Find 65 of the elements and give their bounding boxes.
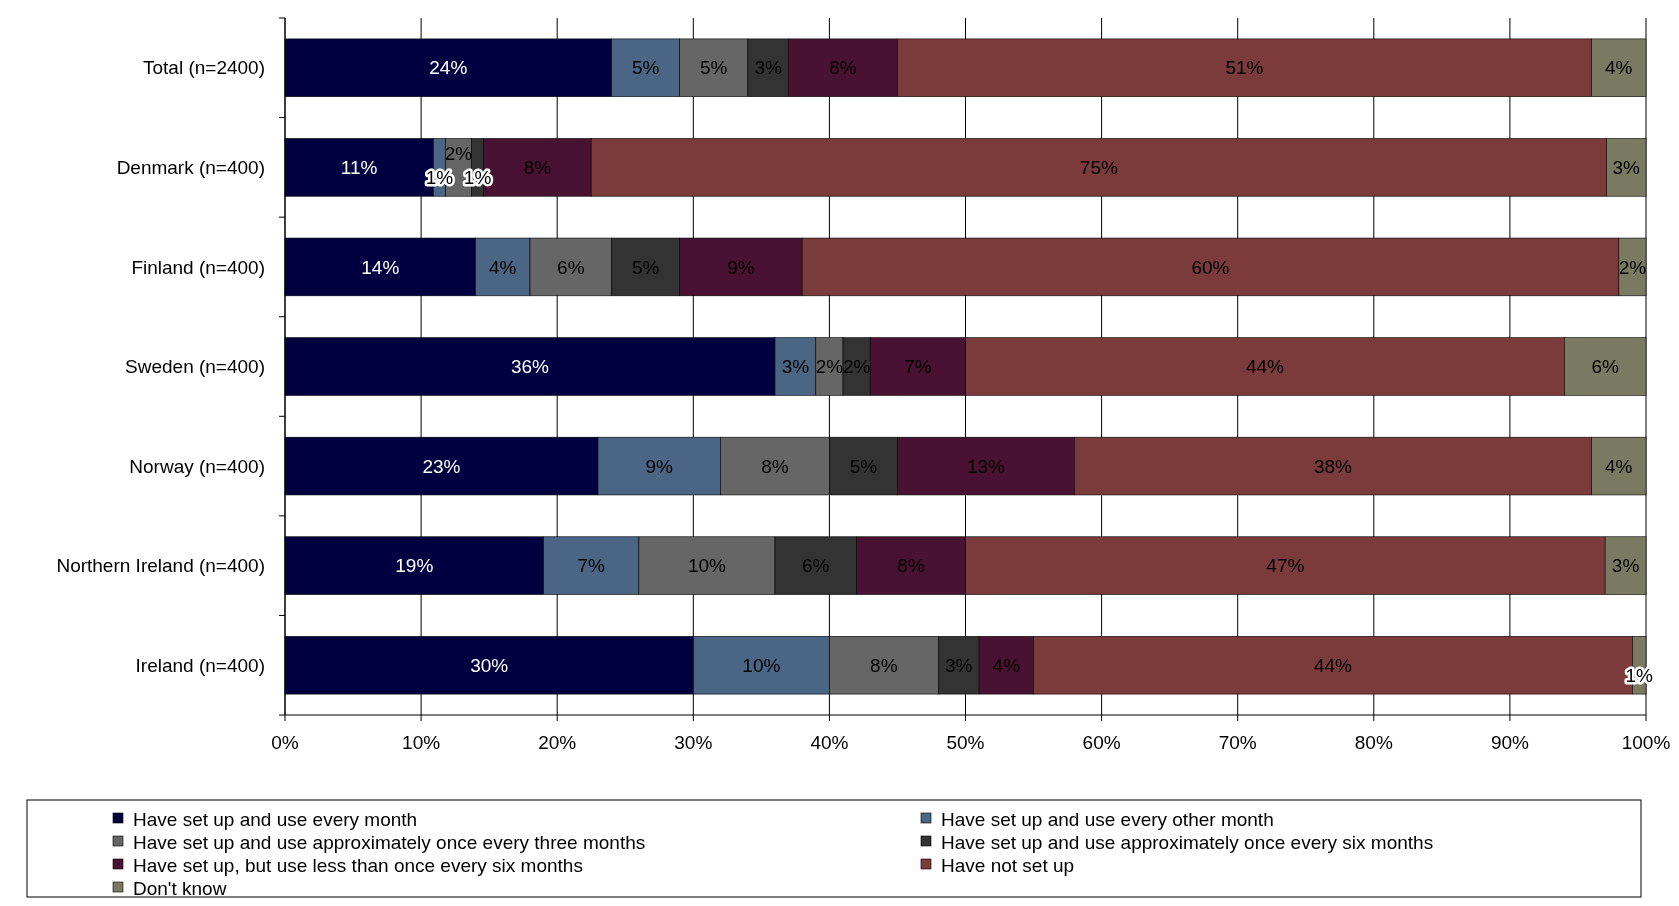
data-label: 2% (1618, 256, 1647, 278)
data-label: 30% (470, 654, 509, 676)
data-label: 4% (1605, 57, 1633, 79)
data-label: 38% (1313, 455, 1353, 477)
data-label: 8% (829, 57, 857, 79)
data-label: 75% (1079, 157, 1118, 179)
data-label: 3% (1611, 555, 1640, 577)
y-tick-label: Finland (n=400) (131, 256, 265, 278)
data-label: 2% (815, 356, 844, 378)
data-label: 47% (1266, 555, 1305, 577)
data-label: 8% (523, 157, 552, 179)
y-tick-label: Norway (n=400) (129, 455, 265, 477)
legend-label: Have set up and use every other month (941, 808, 1274, 830)
x-tick-label: 0% (271, 732, 299, 753)
legend-label: Have set up, but use less than once every six months (133, 854, 583, 876)
data-label: 9% (645, 455, 674, 477)
y-tick-label: Sweden (n=400) (125, 356, 265, 378)
legend-label: Have set up and use approximately once every three months (133, 831, 646, 853)
data-label: 24% (429, 57, 468, 79)
data-label: 3% (781, 356, 810, 378)
x-tick-label: 80% (1354, 732, 1393, 753)
data-label: 10% (687, 555, 727, 577)
data-label: 5% (699, 57, 728, 79)
data-label: 13% (966, 455, 1006, 477)
data-label: 4% (1605, 455, 1633, 477)
data-label: 44% (1245, 356, 1285, 378)
legend-label: Have not set up (941, 854, 1075, 876)
data-label: 4% (489, 256, 517, 278)
data-label: 8% (761, 455, 789, 477)
y-tick-label: Northern Ireland (n=400) (56, 555, 265, 577)
data-label: 3% (1612, 157, 1641, 179)
x-tick-label: 20% (538, 732, 577, 753)
data-label: 5% (631, 57, 660, 79)
data-label: 44% (1313, 654, 1353, 676)
data-label: 60% (1191, 256, 1230, 278)
x-tick-label: 10% (402, 732, 441, 753)
y-tick-label: Total (n=2400) (143, 57, 265, 79)
data-label: 6% (557, 256, 585, 278)
x-tick-label: 30% (674, 732, 713, 753)
data-label: 23% (422, 455, 461, 477)
x-tick-label: 90% (1490, 732, 1530, 753)
x-tick-label: 60% (1082, 732, 1121, 753)
x-tick-label: 50% (946, 732, 985, 753)
data-label: 7% (577, 555, 606, 577)
legend-label: Don't know (133, 877, 227, 899)
y-tick-label: Denmark (n=400) (116, 157, 265, 179)
data-label: 1% (463, 167, 492, 189)
data-label: 14% (361, 256, 400, 278)
legend-label: Have set up and use approximately once every six months (941, 831, 1434, 853)
data-label: 8% (897, 555, 925, 577)
data-label: 19% (395, 555, 434, 577)
x-tick-label: 40% (810, 732, 849, 753)
data-label: 7% (904, 356, 932, 378)
data-label: 8% (870, 654, 898, 676)
data-label: 51% (1225, 57, 1264, 79)
data-label: 10% (742, 654, 781, 676)
data-label: 6% (1591, 356, 1619, 378)
data-label: 9% (727, 256, 755, 278)
y-tick-label: Ireland (n=400) (135, 654, 265, 676)
data-label: 11% (340, 157, 378, 179)
x-tick-label: 70% (1218, 732, 1257, 753)
legend-label: Have set up and use every month (133, 808, 418, 830)
data-label: 36% (510, 356, 550, 378)
data-label: 4% (992, 654, 1021, 676)
x-tick-label: 100% (1621, 732, 1671, 753)
